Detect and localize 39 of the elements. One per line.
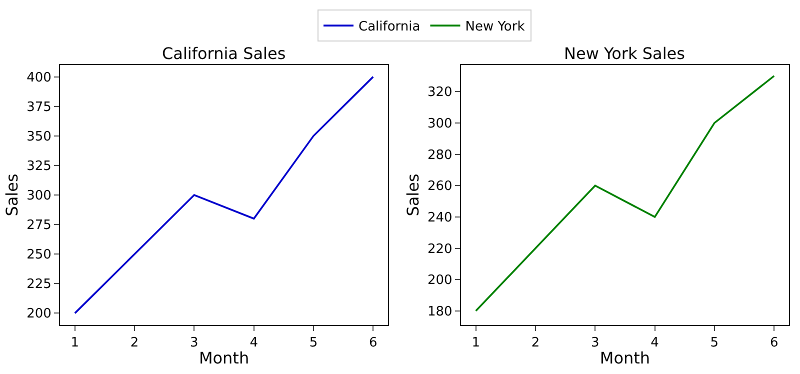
x-tick-label: 1 (472, 336, 480, 351)
x-axis-title: Month (600, 348, 650, 368)
y-tick-label: 320 (428, 85, 452, 100)
legend-label: California (358, 20, 420, 35)
x-tick-label: 6 (369, 336, 378, 351)
y-tick-label: 200 (26, 306, 52, 322)
x-tick-label: 4 (650, 336, 659, 351)
legend-label: New York (465, 20, 526, 35)
y-tick-label: 375 (26, 100, 52, 115)
y-tick-label: 325 (26, 159, 52, 174)
x-tick-label: 3 (591, 336, 600, 351)
y-tick-label: 200 (428, 273, 452, 288)
y-tick-label: 225 (26, 277, 52, 292)
x-axis-title: Month (198, 348, 250, 368)
y-tick-label: 250 (26, 248, 52, 263)
x-tick-label: 1 (70, 336, 80, 351)
y-tick-label: 275 (26, 218, 52, 234)
y-tick-label: 240 (428, 210, 452, 226)
y-tick-label: 350 (26, 129, 52, 144)
chart-title: New York Sales (564, 44, 685, 63)
y-axis-title: Sales (2, 174, 22, 216)
x-tick-label: 5 (309, 336, 318, 351)
y-tick-label: 220 (428, 242, 452, 257)
chart-title: California Sales (162, 44, 286, 63)
y-tick-label: 260 (428, 179, 452, 194)
y-tick-label: 300 (428, 116, 452, 132)
y-tick-label: 280 (428, 148, 452, 163)
y-tick-label: 300 (26, 188, 52, 204)
line-series (474, 75, 775, 312)
y-tick-label: 180 (428, 304, 452, 320)
y-axis-title: Sales (403, 174, 422, 216)
x-tick-label: 3 (190, 336, 198, 351)
x-tick-label: 5 (710, 336, 719, 351)
x-tick-label: 2 (130, 336, 139, 351)
line-series (74, 76, 374, 314)
x-tick-label: 6 (770, 336, 778, 351)
x-tick-label: 4 (250, 336, 258, 351)
y-tick-label: 400 (26, 70, 52, 86)
x-tick-label: 2 (531, 336, 540, 351)
